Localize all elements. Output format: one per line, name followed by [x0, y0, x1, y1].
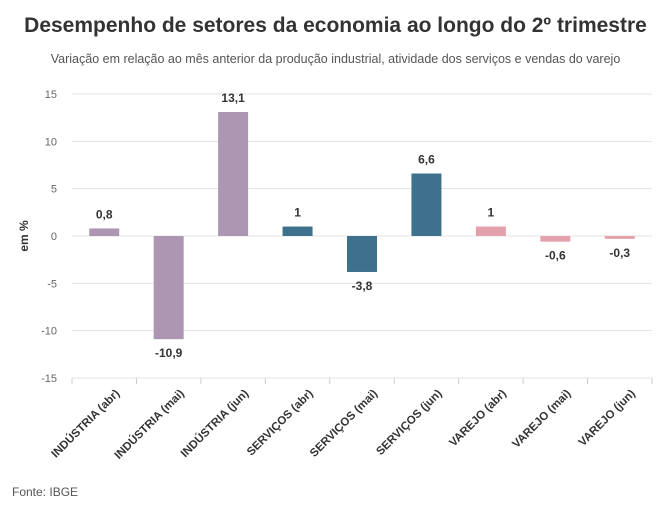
- bar: [89, 228, 120, 236]
- chart-subtitle: Variação em relação ao mês anterior da p…: [50, 52, 621, 66]
- x-tick-label: VAREJO (mai): [510, 388, 573, 451]
- x-tick-label: INDÚSTRIA (jun): [178, 387, 251, 460]
- bar: [604, 236, 635, 239]
- x-tick-label: VAREJO (abr): [447, 388, 509, 450]
- bar: [218, 111, 249, 236]
- bar: [411, 173, 442, 236]
- bar-value-label: 1: [294, 206, 301, 220]
- source-note: Fonte: IBGE: [12, 485, 79, 499]
- bar-value-label: 6,6: [418, 153, 435, 167]
- bar-value-label: -10,9: [155, 346, 183, 360]
- bar: [282, 226, 313, 236]
- x-tick-label: SERVIÇOS (abr): [245, 388, 316, 459]
- y-tick-label: 10: [45, 136, 57, 148]
- bar-value-label: 13,1: [221, 91, 245, 105]
- bar-value-label: -0,3: [609, 246, 630, 260]
- y-tick-label: -10: [41, 326, 57, 338]
- bar: [347, 236, 377, 272]
- bar-value-label: -3,8: [352, 279, 373, 293]
- bar-value-label: 1: [488, 206, 495, 220]
- y-tick-label: -15: [41, 373, 57, 385]
- y-axis-ticks: 15 10 5 0 -5 -10 -15: [41, 89, 57, 385]
- chart-title: Desempenho de setores da economia ao lon…: [24, 14, 647, 37]
- bar: [540, 236, 571, 242]
- value-labels: 0,8 -10,9 13,1 1 -3,8 6,6 1 -0,6 -0,3: [96, 91, 631, 360]
- bar-value-label: 0,8: [96, 207, 113, 221]
- x-axis-ticks: INDÚSTRIA (abr)INDÚSTRIA (mai)INDÚSTRIA …: [49, 378, 653, 462]
- y-tick-label: 0: [51, 231, 57, 243]
- y-tick-label: 15: [45, 89, 57, 101]
- bar: [475, 226, 506, 236]
- bar: [153, 236, 184, 340]
- bar-value-label: -0,6: [545, 249, 566, 263]
- x-tick-label: INDÚSTRIA (mai): [112, 387, 187, 462]
- y-tick-label: 5: [51, 184, 57, 196]
- x-tick-label: INDÚSTRIA (abr): [49, 387, 123, 461]
- x-tick-label: SERVIÇOS (jun): [374, 388, 444, 458]
- x-tick-label: VAREJO (jun): [577, 388, 638, 449]
- y-axis-label: em %: [17, 220, 31, 252]
- x-tick-label: SERVIÇOS (mai): [308, 388, 380, 460]
- bars: [89, 111, 635, 340]
- y-tick-label: -5: [47, 278, 57, 290]
